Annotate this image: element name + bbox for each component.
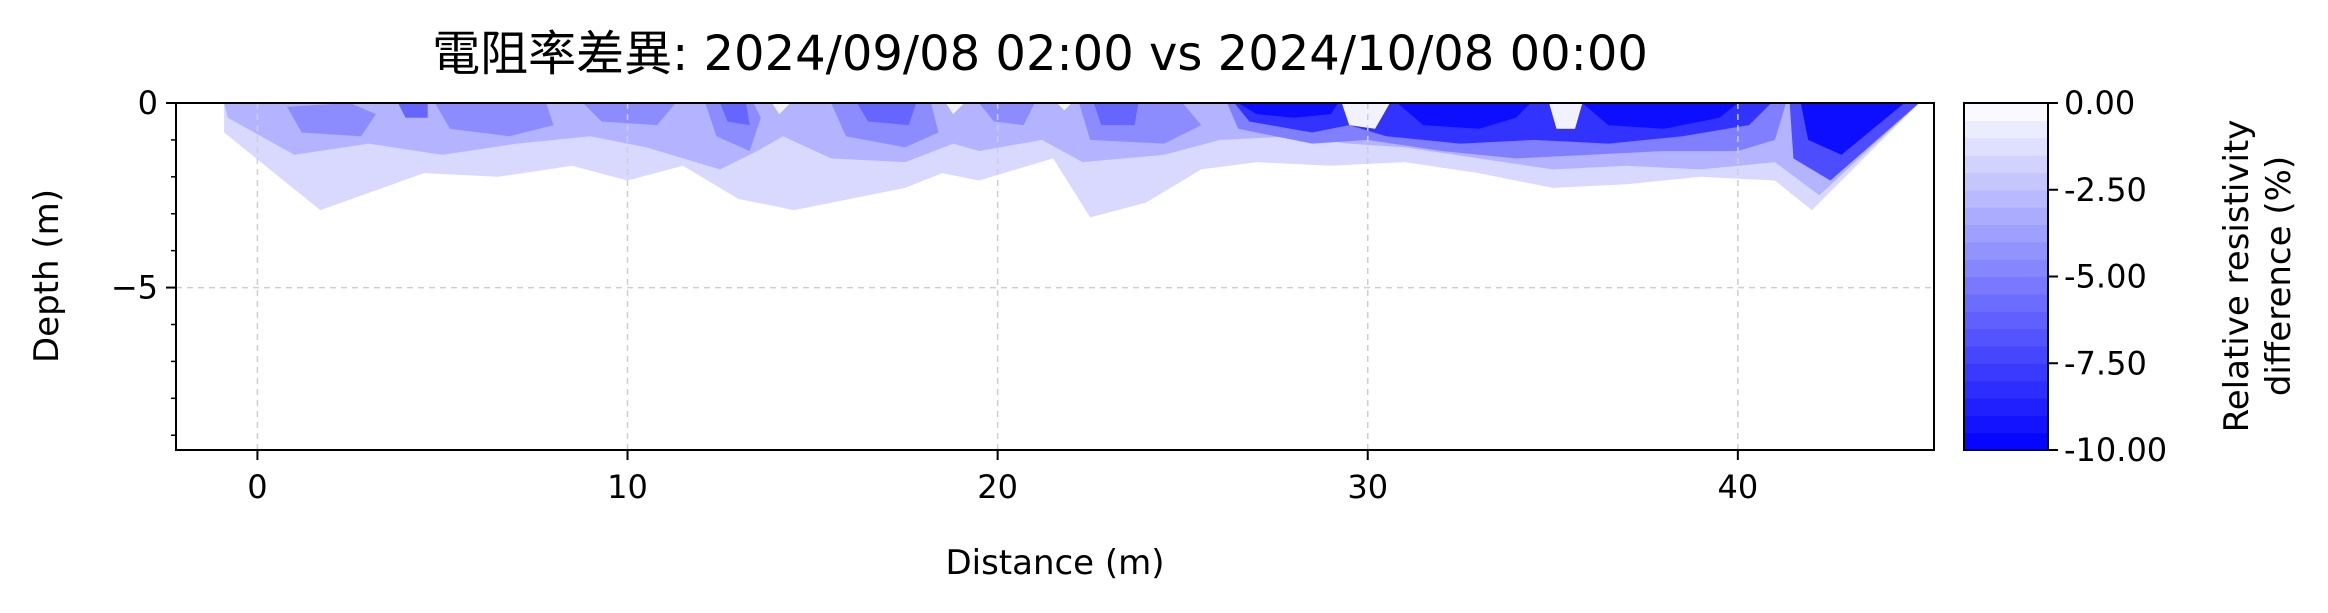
colorbar-swatch [1964,345,2048,364]
colorbar-swatches [1964,103,2048,451]
colorbar-tick-label: -2.50 [2064,171,2147,209]
plot-area: 0 10 20 30 40 0 −5 [111,84,1935,506]
x-tick-label: 20 [977,468,1018,506]
colorbar-swatch [1964,311,2048,330]
contour-band-14 [979,103,1035,126]
colorbar-tick-label: -10.00 [2064,431,2167,469]
colorbar-swatch [1964,241,2048,260]
contour-band-20 [771,103,791,115]
colorbar-label-line-2: difference (%) [2259,156,2299,396]
x-tick-label: 0 [247,468,267,506]
contour-band-8 [1800,103,1905,155]
colorbar-label-line-1: Relative resistivity [2217,120,2257,433]
chart-title: 電阻率差異: 2024/09/08 02:00 vs 2024/10/08 00… [432,26,1648,82]
colorbar-swatch [1964,259,2048,278]
colorbar-tick-label: -5.00 [2064,258,2147,296]
colorbar-ticks: 0.00 -2.50 -5.00 -7.50 -10.00 [2048,84,2167,469]
x-tick-label: 10 [607,468,648,506]
contour-band-5 [1397,103,1531,129]
contour-band-10 [435,103,554,137]
x-tick-label: 40 [1717,468,1758,506]
colorbar-swatch [1964,189,2048,208]
colorbar-swatch [1964,155,2048,173]
contour-band-11 [583,103,676,126]
colorbar-tick-label: -7.50 [2064,344,2147,382]
contour-band-4 [1238,103,1339,118]
contour-band-6 [1582,103,1738,129]
colorbar-swatch [1964,207,2048,225]
plot-frame [175,102,1935,451]
colorbar-swatch [1964,415,2048,434]
colorbar-swatch [1964,276,2048,295]
contour-band-17 [857,103,917,126]
colorbar-swatch [1964,293,2048,312]
contour-band-21 [945,103,965,115]
contour-band-9 [287,103,376,137]
colorbar-swatch [1964,432,2048,451]
contour-band-19 [1093,103,1139,126]
colorbar-swatch [1964,328,2048,347]
y-tick-label: 0 [138,84,158,122]
colorbar-swatch [1964,380,2048,399]
colorbar-swatch [1964,137,2048,156]
colorbar: 0.00 -2.50 -5.00 -7.50 -10.00 Relative resis… [1963,84,2299,469]
colorbar-swatch [1964,224,2048,243]
y-axis-ticks: 0 −5 [111,84,176,436]
y-tick-label: −5 [111,269,158,307]
colorbar-swatch [1964,103,2048,121]
contour-band-24 [1549,103,1583,129]
contour-band-16 [720,103,750,126]
colorbar-swatch [1964,120,2048,139]
x-axis-label: Distance (m) [945,543,1164,583]
colorbar-swatch [1964,363,2048,382]
contour-band-23 [1341,103,1390,129]
contour-band-18 [398,103,428,118]
contour-bands [224,103,1920,218]
x-tick-label: 30 [1347,468,1388,506]
colorbar-swatch [1964,397,2048,416]
colorbar-tick-label: 0.00 [2064,84,2135,122]
x-axis-ticks: 0 10 20 30 40 [247,450,1758,506]
colorbar-swatch [1964,172,2048,191]
contour-band-22 [1056,103,1072,111]
y-axis-label: Depth (m) [27,189,67,363]
